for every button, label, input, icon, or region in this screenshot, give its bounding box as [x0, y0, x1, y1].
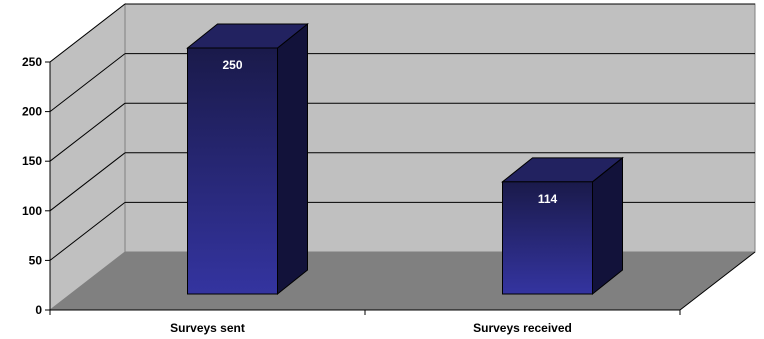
bar [502, 181, 593, 295]
y-tick-label: 250 [22, 55, 42, 69]
data-label: 250 [222, 58, 242, 72]
chart-walls [49, 2, 756, 312]
gridline-side [49, 102, 126, 162]
y-tick-label: 50 [29, 253, 43, 267]
labels: 0 50 100 150 200 250 250 Surveys sent 114 Surveys… [22, 55, 572, 335]
y-tick-label: 200 [22, 105, 42, 119]
y-tick-label: 150 [22, 154, 42, 168]
floor-edge [679, 251, 756, 311]
gridline-side [49, 202, 126, 261]
bars [186, 22, 624, 296]
gridline-side [49, 3, 126, 63]
axes [45, 61, 756, 315]
category-label: Surveys sent [170, 321, 245, 335]
gridline-side [49, 152, 126, 212]
bar [187, 47, 278, 295]
bar-side [277, 22, 308, 296]
category-label: Surveys received [473, 321, 572, 335]
y-tick-label: 0 [35, 303, 42, 317]
y-tick-label: 100 [22, 204, 42, 218]
data-label: 114 [538, 192, 558, 206]
floor [50, 252, 755, 310]
gridline-side [49, 53, 126, 112]
